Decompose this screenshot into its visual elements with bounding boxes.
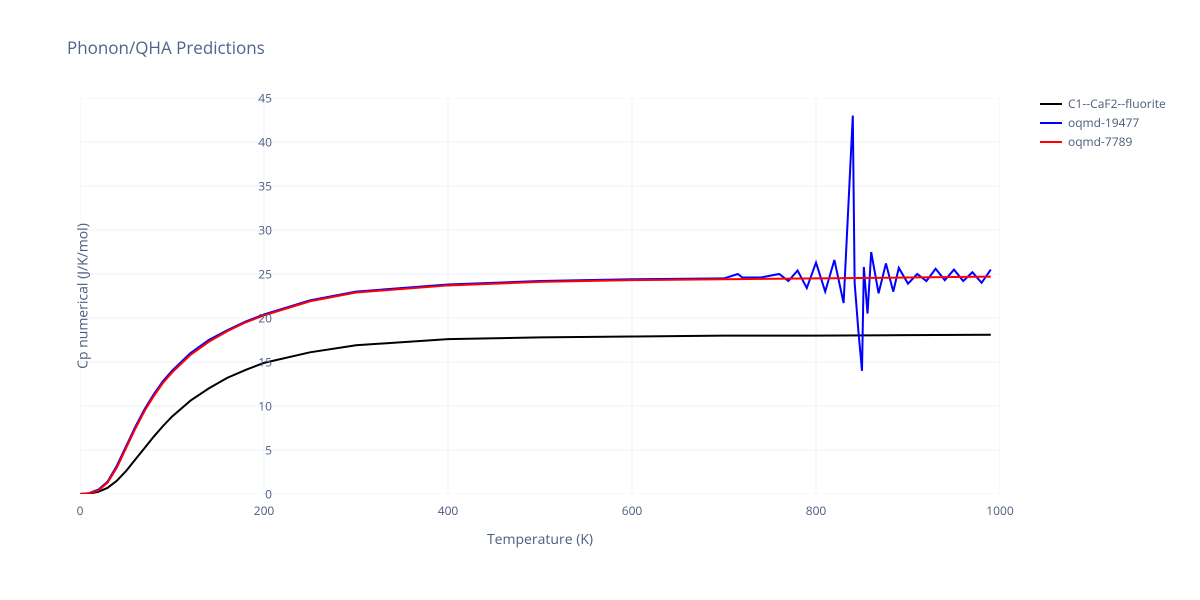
series-line[interactable] [80,116,991,494]
y-tick-label: 40 [258,134,272,151]
x-tick-label: 0 [77,502,84,519]
y-tick-label: 15 [258,354,272,371]
legend-label: oqmd-19477 [1068,114,1139,131]
series-line[interactable] [80,277,991,494]
legend-swatch [1040,103,1062,105]
x-tick-label: 600 [622,502,643,519]
legend-label: oqmd-7789 [1068,133,1132,150]
x-tick-label: 400 [438,502,459,519]
x-tick-label: 800 [806,502,827,519]
y-axis-label: Cp numerical (J/K/mol) [73,223,92,369]
series-line[interactable] [80,335,991,494]
y-tick-label: 30 [258,222,272,239]
legend-swatch [1040,122,1062,124]
legend-item[interactable]: oqmd-7789 [1040,132,1166,151]
x-tick-label: 1000 [986,502,1013,519]
legend-item[interactable]: C1--CaF2--fluorite [1040,94,1166,113]
x-tick-label: 200 [254,502,275,519]
legend-label: C1--CaF2--fluorite [1068,95,1166,112]
y-tick-label: 5 [265,442,272,459]
y-tick-label: 45 [258,90,272,107]
chart-title: Phonon/QHA Predictions [67,36,265,59]
y-tick-label: 0 [265,486,272,503]
plot-area [80,98,1000,494]
y-tick-label: 25 [258,266,272,283]
y-tick-label: 20 [258,310,272,327]
y-tick-label: 35 [258,178,272,195]
chart-svg [80,98,1000,494]
legend-item[interactable]: oqmd-19477 [1040,113,1166,132]
legend-swatch [1040,141,1062,143]
y-tick-label: 10 [258,398,272,415]
legend: C1--CaF2--fluorite oqmd-19477 oqmd-7789 [1040,94,1166,151]
x-axis-label: Temperature (K) [487,530,593,549]
